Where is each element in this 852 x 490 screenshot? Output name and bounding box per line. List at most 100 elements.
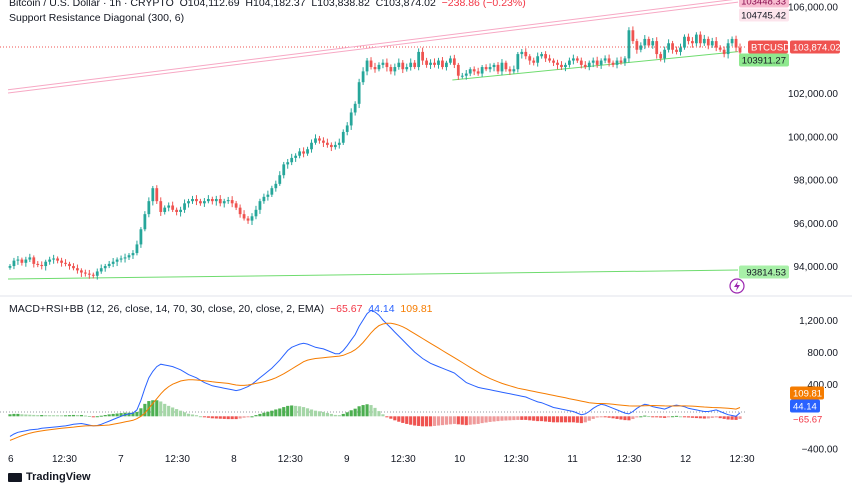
candle-body — [16, 259, 20, 261]
candle-body — [20, 259, 24, 263]
time-tick-label: 6 — [8, 454, 14, 465]
histogram-bar — [254, 415, 258, 417]
candle-body — [548, 58, 551, 61]
histogram-bar — [424, 416, 429, 427]
histogram-bar — [115, 413, 119, 417]
histogram-bar — [690, 416, 694, 418]
candle-body — [254, 209, 258, 217]
histogram-bar — [623, 416, 627, 421]
candle-body — [397, 62, 401, 68]
histogram-bar — [663, 416, 667, 418]
symbol-badge: BTCUSD — [751, 43, 790, 54]
histogram-bar — [298, 406, 302, 417]
candle-body — [738, 47, 742, 53]
histogram-bar — [401, 416, 405, 423]
histogram-bar — [686, 416, 691, 418]
candle-body — [183, 203, 186, 210]
candle-body — [591, 60, 595, 63]
histogram-bar — [532, 416, 536, 421]
histogram-bar — [706, 416, 710, 419]
histogram-bar — [421, 416, 425, 427]
grid-layer — [0, 46, 852, 413]
histogram-bar — [309, 409, 314, 417]
candle-body — [64, 262, 67, 264]
candle-body — [286, 162, 290, 165]
time-tick-label: 12:30 — [729, 454, 754, 465]
histogram-bar — [186, 413, 191, 417]
histogram-bar — [575, 416, 579, 423]
histogram-bar — [167, 405, 171, 417]
macd-legend[interactable]: MACD+RSI+BB (12, 26, close, 14, 70, 30, … — [9, 303, 433, 315]
symbol-badge-bg — [748, 40, 788, 54]
histogram-bar — [647, 416, 651, 418]
histogram-bar — [583, 416, 587, 423]
candle-body — [345, 125, 349, 132]
candle-body — [135, 244, 139, 254]
candle-body — [214, 198, 218, 202]
histogram-bar — [91, 416, 95, 418]
candle-body — [536, 56, 540, 63]
candle-body — [60, 260, 63, 263]
candle-body — [163, 207, 167, 212]
candle-body — [579, 60, 583, 65]
candle-body — [99, 268, 103, 272]
histogram-bar — [222, 416, 226, 419]
price-tick-label: 102,000.00 — [788, 89, 838, 100]
histogram-bar — [258, 413, 262, 417]
candle-body — [377, 64, 381, 70]
candle-body — [413, 62, 417, 68]
histogram-bar — [409, 416, 413, 425]
histogram-bar — [325, 412, 329, 417]
histogram-bar — [32, 414, 36, 417]
histogram-bar — [571, 416, 575, 423]
support-label-lower-bg — [739, 265, 789, 279]
histogram-bar — [262, 412, 266, 417]
histogram-bar — [286, 405, 290, 417]
candle-body — [333, 144, 337, 148]
candle-body — [52, 258, 56, 260]
candle-body — [706, 38, 710, 46]
candle-body — [290, 157, 294, 163]
candle-body — [694, 34, 698, 44]
trendline-layer[interactable] — [7, 0, 739, 280]
histogram-bar — [226, 416, 230, 420]
candle-body — [48, 259, 52, 262]
candle-body — [175, 209, 179, 212]
candle-body — [437, 60, 440, 65]
candle-body — [32, 257, 36, 264]
candle-body — [24, 259, 28, 263]
candle-body — [476, 71, 480, 74]
candle-body — [639, 45, 643, 50]
histogram-bar — [540, 416, 544, 422]
histogram-bar — [67, 415, 72, 417]
candle-body — [734, 38, 738, 48]
candle-body — [631, 30, 635, 42]
candle-body — [337, 142, 341, 145]
time-tick-label: 12 — [680, 454, 692, 465]
candle-body — [691, 41, 694, 44]
candle-body — [246, 218, 250, 221]
histogram-bar — [202, 416, 206, 418]
candle-body — [508, 69, 512, 72]
candle-body — [206, 198, 210, 202]
candle-body — [147, 201, 151, 215]
candle-body — [159, 201, 163, 212]
histogram-bar — [544, 416, 548, 422]
candle-body — [647, 38, 651, 46]
support-line — [7, 269, 739, 280]
indicator-legend[interactable]: Support Resistance Diagonal (300, 6) — [9, 12, 185, 24]
histogram-bar — [341, 413, 345, 417]
candle-body — [318, 138, 321, 141]
candle-body — [155, 188, 159, 202]
histogram-bar — [317, 411, 322, 417]
histogram-bar — [143, 403, 147, 417]
histogram-bar — [484, 416, 488, 423]
candle-body — [687, 36, 690, 42]
histogram-value-badge: −65.67 — [793, 415, 822, 426]
indicator-tick-label: 800.00 — [807, 348, 838, 359]
tradingview-logo[interactable]: TradingView — [8, 471, 91, 483]
histogram-bar — [468, 416, 472, 425]
resistance-line — [7, 0, 734, 91]
